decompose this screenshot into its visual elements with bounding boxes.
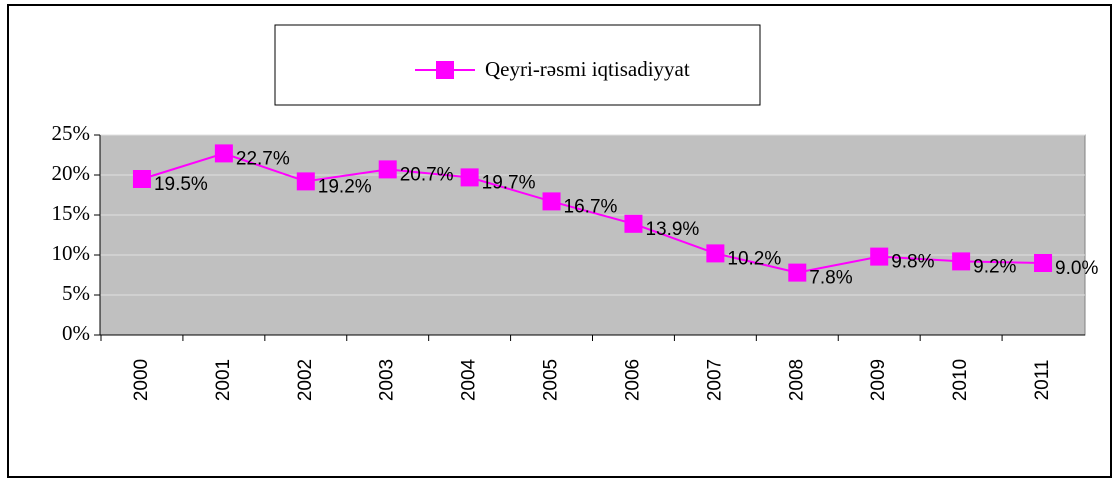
series-line: [141, 152, 1044, 274]
x-tick-label: 2002: [295, 359, 316, 401]
marker: [870, 247, 889, 266]
x-tick-label: 2008: [786, 359, 807, 401]
data-label: 13.9%: [645, 219, 699, 240]
x-tick-label: 2003: [377, 359, 398, 401]
data-label: 16.7%: [564, 196, 618, 217]
data-label: 19.7%: [482, 172, 536, 193]
legend-box: [274, 24, 761, 106]
data-label: 10.2%: [727, 248, 781, 269]
marker: [378, 160, 397, 179]
data-label: 20.7%: [400, 164, 454, 185]
x-tick-label: 2007: [704, 359, 725, 401]
plot-area: [99, 134, 1086, 336]
marker: [460, 168, 479, 187]
x-tick-label: 2006: [622, 359, 643, 401]
x-tick-label: 2011: [1032, 360, 1053, 401]
marker: [132, 170, 151, 188]
marker: [1034, 254, 1053, 272]
y-tick-label: 25%: [52, 121, 91, 145]
marker: [788, 263, 807, 282]
marker: [542, 192, 561, 211]
data-label: 22.7%: [236, 148, 290, 169]
y-tick-label: 10%: [52, 241, 91, 265]
x-tick-label: 2005: [541, 359, 562, 401]
x-tick-label: 2010: [950, 359, 971, 401]
marker: [296, 172, 315, 191]
data-label: 19.2%: [318, 176, 372, 197]
data-label: 19.5%: [154, 174, 208, 195]
y-tick-label: 5%: [62, 281, 90, 305]
marker: [624, 214, 643, 233]
x-tick-label: 2009: [868, 359, 889, 401]
data-label: 9.0%: [1055, 258, 1098, 279]
legend-label: Qeyri-rəsmi iqtisadiyyat: [485, 57, 690, 81]
y-tick-label: 0%: [62, 321, 90, 345]
legend-marker: [436, 61, 454, 79]
data-label: 9.8%: [891, 252, 934, 273]
y-tick-label: 20%: [52, 161, 91, 185]
data-label: 7.8%: [809, 268, 852, 289]
data-label: 9.2%: [973, 256, 1016, 277]
marker: [706, 244, 725, 263]
y-tick-label: 15%: [52, 201, 91, 225]
x-tick-label: 2001: [213, 359, 234, 401]
marker: [952, 252, 971, 271]
marker: [214, 144, 233, 163]
x-tick-label: 2000: [131, 359, 152, 401]
x-tick-label: 2004: [459, 358, 480, 401]
